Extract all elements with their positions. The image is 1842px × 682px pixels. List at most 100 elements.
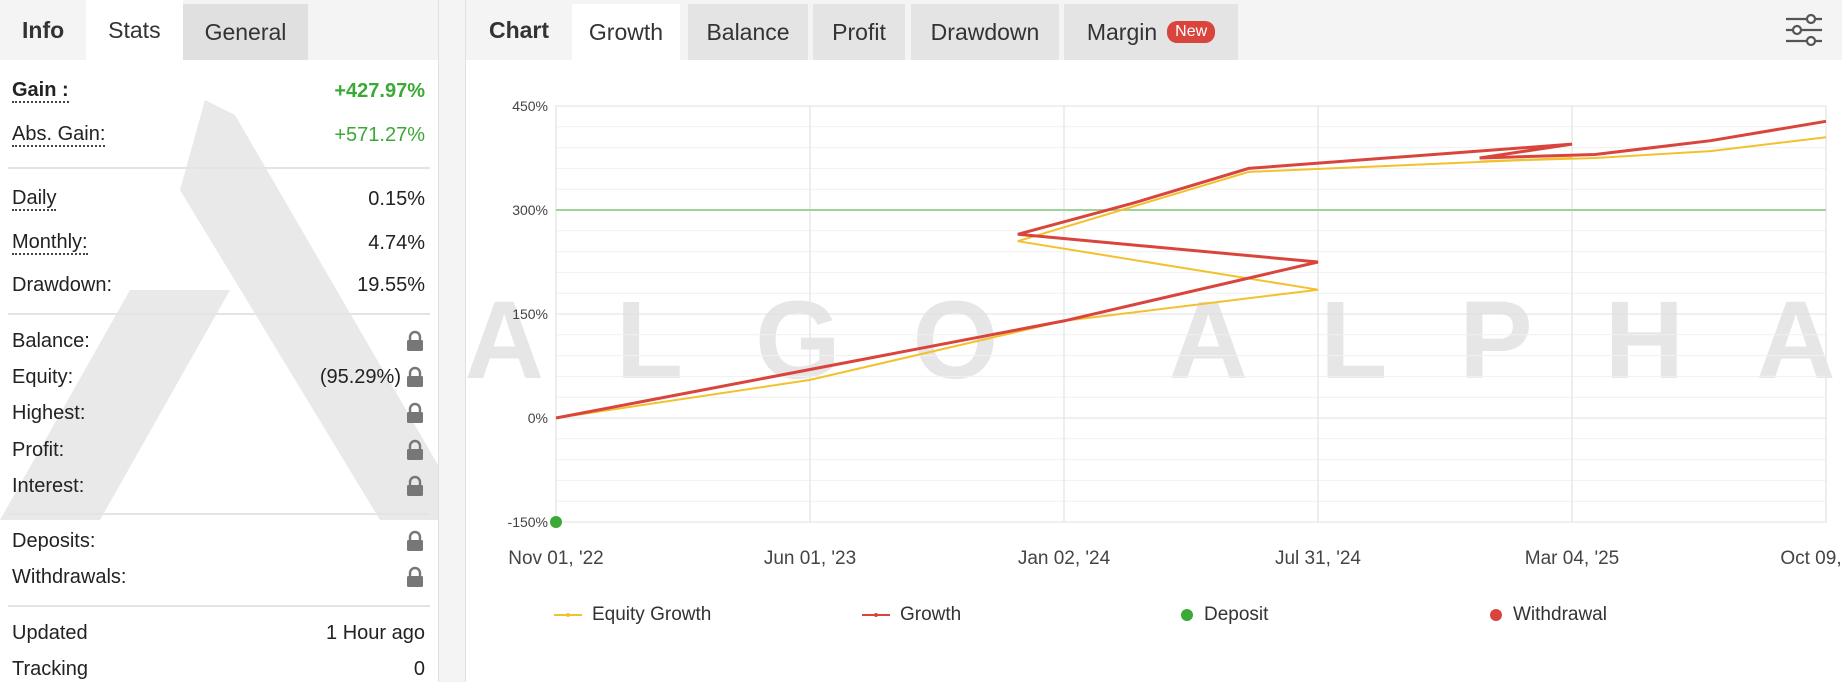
growth-chart: ALGO ALPHA Nov 01, '22 Jun 01, '23 Jan 02, … [466, 98, 1842, 569]
withdrawals-label: Withdrawals: [12, 565, 127, 588]
tab-general[interactable]: General [182, 4, 309, 60]
tab-margin-label: Margin [1086, 18, 1158, 45]
profit-label: Profit: [12, 438, 65, 461]
tab-drawdown[interactable]: Drawdown [911, 4, 1059, 60]
lock-icon [407, 402, 423, 423]
drawdown-label: Drawdown: [12, 273, 113, 296]
interest-lock [405, 475, 425, 497]
lock-icon [407, 475, 423, 496]
deposits-label: Deposits: [12, 529, 96, 552]
x-tick-label: Mar 04, '25 [1525, 548, 1619, 569]
tab-info[interactable]: Info [22, 16, 65, 43]
stats-panel: Info Stats General Gain : +427.97% Abs. … [0, 0, 438, 682]
monthly-value: 4.74% [368, 231, 425, 254]
tab-chart[interactable]: Chart [488, 16, 550, 43]
drawdown-value: 19.55% [357, 273, 425, 296]
deposits-lock [405, 530, 425, 552]
lock-icon [407, 366, 423, 387]
highest-lock [405, 402, 425, 424]
left-tab-bar: Info Stats General [0, 0, 438, 60]
tab-profit[interactable]: Profit [813, 4, 905, 60]
y-tick-label: -150% [508, 514, 548, 530]
abs-gain-row: Abs. Gain: +571.27% [12, 120, 425, 150]
deposits-row: Deposits: [12, 526, 425, 556]
legend-equity-growth[interactable]: Equity Growth [554, 604, 711, 626]
lock-icon [407, 330, 423, 351]
updated-row: Updated 1 Hour ago [12, 618, 425, 648]
divider [8, 513, 430, 515]
y-tick-label: 0% [528, 410, 548, 426]
daily-row: Daily 0.15% [12, 184, 425, 214]
legend-growth[interactable]: Growth [862, 604, 961, 626]
legend-label: Withdrawal [1513, 604, 1607, 625]
panel-border [438, 0, 439, 682]
watermark-text: ALGO ALPHA [466, 279, 1842, 402]
legend-line-icon [862, 613, 890, 617]
updated-label: Updated [12, 621, 88, 644]
lock-icon [407, 530, 423, 551]
y-tick-label: 150% [512, 306, 548, 322]
x-tick-label: Nov 01, '22 [508, 548, 604, 569]
tab-growth[interactable]: Growth [572, 4, 680, 60]
balance-lock [405, 330, 425, 352]
updated-value: 1 Hour ago [326, 621, 425, 644]
chart-tab-bar: Chart Growth Balance Profit Drawdown Mar… [466, 0, 1842, 60]
tracking-label: Tracking [12, 657, 88, 680]
legend-label: Equity Growth [592, 604, 712, 625]
tracking-value: 0 [413, 657, 425, 680]
equity-value: (95.29%) [319, 365, 401, 388]
panel-border [465, 0, 466, 682]
tracking-row: Tracking 0 [12, 654, 425, 682]
chart-panel: Chart Growth Balance Profit Drawdown Mar… [466, 0, 1842, 682]
highest-label: Highest: [12, 401, 86, 424]
monthly-label[interactable]: Monthly: [12, 231, 88, 255]
x-tick-label: Jun 01, '23 [764, 548, 856, 569]
gain-value: +427.97% [334, 79, 425, 102]
deposit-marker [550, 516, 562, 528]
interest-label: Interest: [12, 474, 85, 497]
daily-value: 0.15% [368, 187, 425, 210]
x-tick-label: Oct 09, '25 [1780, 548, 1842, 569]
legend-line-icon [554, 613, 582, 617]
legend-dot-icon [1490, 609, 1502, 621]
y-tick-label: 300% [512, 202, 548, 218]
x-tick-label: Jan 02, '24 [1018, 548, 1111, 569]
withdrawals-row: Withdrawals: [12, 562, 425, 592]
lock-icon [407, 439, 423, 460]
x-tick-label: Jul 31, '24 [1275, 548, 1361, 569]
balance-label: Balance: [12, 329, 90, 352]
growth-line [555, 119, 1827, 420]
drawdown-row: Drawdown: 19.55% [12, 270, 425, 300]
equity-growth-line [555, 136, 1827, 419]
legend-label: Deposit [1204, 604, 1269, 625]
y-tick-label: 450% [512, 98, 548, 114]
monthly-row: Monthly: 4.74% [12, 228, 425, 258]
equity-label: Equity: [12, 365, 74, 388]
gain-row: Gain : +427.97% [12, 76, 425, 106]
gain-label[interactable]: Gain : [12, 79, 69, 103]
equity-row: Equity: (95.29%) [12, 362, 425, 392]
balance-row: Balance: [12, 326, 425, 356]
divider [8, 313, 430, 315]
panel-gutter [438, 0, 466, 682]
divider [8, 605, 430, 607]
legend-label: Growth [900, 604, 962, 625]
tab-margin[interactable]: Margin New [1064, 4, 1238, 60]
watermark-logo [0, 100, 438, 520]
sliders-icon[interactable] [1784, 12, 1824, 48]
equity-value-group: (95.29%) [320, 366, 425, 389]
daily-label[interactable]: Daily [12, 187, 57, 211]
legend-withdrawal[interactable]: Withdrawal [1489, 604, 1607, 626]
profit-lock [405, 439, 425, 461]
profit-row: Profit: [12, 435, 425, 465]
tab-stats[interactable]: Stats [86, 0, 183, 60]
new-badge: New [1167, 21, 1216, 43]
lock-icon [407, 566, 423, 587]
divider [8, 167, 430, 169]
interest-row: Interest: [12, 471, 425, 501]
legend-deposit[interactable]: Deposit [1180, 604, 1268, 626]
abs-gain-label[interactable]: Abs. Gain: [12, 123, 106, 147]
highest-row: Highest: [12, 398, 425, 428]
abs-gain-value: +571.27% [334, 123, 425, 146]
tab-balance[interactable]: Balance [688, 4, 808, 60]
